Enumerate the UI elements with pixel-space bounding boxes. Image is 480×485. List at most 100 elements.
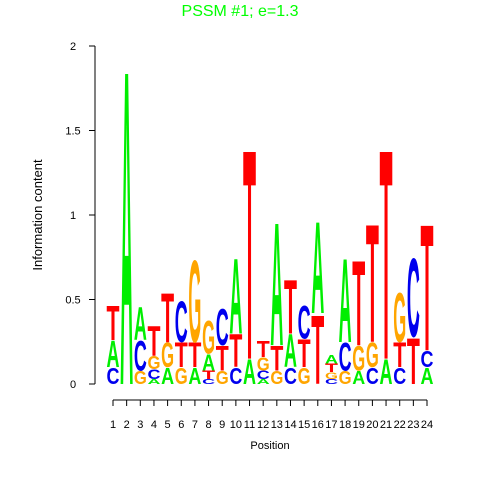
x-tick-label: 5 xyxy=(165,419,171,431)
logo-letter: T xyxy=(216,339,229,378)
logo-letter: A xyxy=(284,325,297,378)
x-tick-label: 4 xyxy=(151,419,157,431)
y-tick-label: 2 xyxy=(70,41,76,53)
logo-letter: C xyxy=(366,364,379,390)
logo-letter: C xyxy=(147,367,160,382)
logo-letter: C xyxy=(216,300,229,357)
logo-letter: C xyxy=(421,347,434,373)
logo-letter: G xyxy=(161,336,174,375)
logo-letter: C xyxy=(393,364,406,390)
logo-letter: G xyxy=(216,367,229,388)
logo-letter: C xyxy=(407,236,420,362)
logo-letter: T xyxy=(270,339,283,378)
logo-letter: G xyxy=(175,364,188,390)
x-tick-label: 24 xyxy=(421,419,433,431)
logo-letter: C xyxy=(134,332,147,380)
x-tick-label: 19 xyxy=(353,419,365,431)
logo-letter: G xyxy=(366,336,379,375)
x-tick-label: 12 xyxy=(257,419,269,431)
logo-letter: G xyxy=(188,236,201,367)
logo-letter: T xyxy=(380,88,393,424)
logo-letter: G xyxy=(339,367,352,388)
logo-letter: A xyxy=(270,186,283,383)
x-tick-label: 20 xyxy=(366,419,378,431)
x-tick-label: 17 xyxy=(325,419,337,431)
logo-letter: T xyxy=(311,296,324,406)
logo-letter: T xyxy=(202,369,216,382)
logo-letter: G xyxy=(134,367,147,388)
y-axis-label: Information content xyxy=(30,159,45,271)
x-tick-label: 8 xyxy=(206,419,212,431)
y-tick-label: 0 xyxy=(70,379,76,391)
logo-letter: C xyxy=(325,377,338,385)
logo-letter: A xyxy=(147,377,160,385)
x-tick-label: 1 xyxy=(110,419,116,431)
logo-letter: A xyxy=(188,364,201,390)
x-tick-label: 11 xyxy=(244,419,255,431)
x-tick-label: 16 xyxy=(312,419,324,431)
logo-letter: C xyxy=(202,377,215,385)
logo-letter: A xyxy=(380,353,393,392)
x-tick-label: 7 xyxy=(192,419,198,431)
logo-letter: A xyxy=(339,234,352,368)
logo-letter: C xyxy=(107,364,120,390)
y-tick-label: 1.5 xyxy=(65,126,80,138)
logo-letter: G xyxy=(202,311,215,364)
x-tick-label: 23 xyxy=(407,419,419,431)
logo-letter: G xyxy=(325,371,338,381)
logo-letter: C xyxy=(284,364,297,390)
logo-letter: T xyxy=(352,236,365,372)
logo-letter: A xyxy=(325,354,338,367)
logo-letter: T xyxy=(175,336,188,375)
logo-letter: T xyxy=(366,190,379,378)
logo-letter: A xyxy=(311,194,324,341)
logo-letter: T xyxy=(421,188,434,389)
y-tick-label: 1 xyxy=(70,210,76,222)
logo-letter: A xyxy=(120,0,133,480)
logo-letter: A xyxy=(107,334,120,376)
logo-letter: A xyxy=(229,237,242,357)
x-tick-label: 2 xyxy=(124,419,130,431)
logo-letter: A xyxy=(134,298,147,351)
logo-letter: T xyxy=(393,336,406,375)
logo-letter: C xyxy=(339,335,352,380)
logo-letter: A xyxy=(202,350,215,376)
logo-letter: A xyxy=(161,364,174,390)
chart-title: PSSM #1; e=1.3 xyxy=(182,3,299,20)
x-tick-label: 3 xyxy=(137,419,143,431)
x-tick-label: 15 xyxy=(298,419,310,431)
logo-letter: C xyxy=(257,369,270,382)
logo-letter: A xyxy=(352,367,365,388)
logo-letter: T xyxy=(147,316,160,364)
logo-letter: C xyxy=(175,291,188,356)
logo-letter: T xyxy=(229,325,242,378)
logo-letter: T xyxy=(325,362,339,375)
logo-letter: A xyxy=(257,377,270,385)
logo-letter: T xyxy=(284,263,297,350)
logo-letter: G xyxy=(257,353,270,374)
logo-letter: A xyxy=(421,364,434,390)
logo-letter: C xyxy=(298,296,311,349)
logo-letter: C xyxy=(229,364,242,390)
y-tick-label: 0.5 xyxy=(65,295,80,307)
logo-letter: G xyxy=(270,367,283,388)
x-tick-label: 10 xyxy=(230,419,242,431)
logo-letter: T xyxy=(407,325,420,399)
x-tick-label: 18 xyxy=(339,419,351,431)
x-tick-label: 9 xyxy=(219,419,225,431)
x-tick-label: 22 xyxy=(394,419,406,431)
x-tick-label: 6 xyxy=(178,419,184,431)
x-axis-label: Position xyxy=(250,440,289,452)
logo-letter: T xyxy=(188,336,201,375)
logo-letter: G xyxy=(298,364,311,390)
logo-letter: T xyxy=(298,331,311,376)
logo-letter: T xyxy=(161,277,174,356)
logo-letter: T xyxy=(243,88,256,424)
logo-letter: A xyxy=(243,353,256,392)
logo-letter: T xyxy=(257,337,270,363)
x-tick-label: 14 xyxy=(284,419,296,431)
logo-letter: G xyxy=(352,339,365,378)
x-tick-label: 21 xyxy=(380,419,392,431)
logo-letter: G xyxy=(147,352,160,373)
